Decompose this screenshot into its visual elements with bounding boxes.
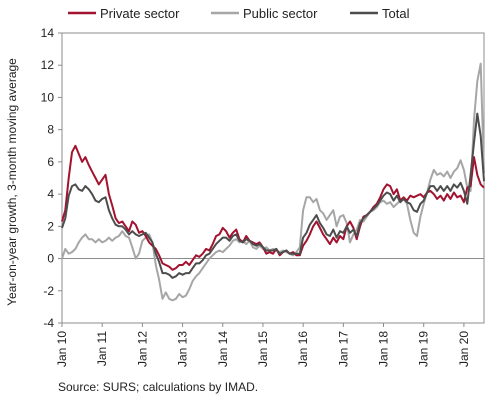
- x-tick-label: Jan 18: [377, 331, 391, 367]
- y-tick-label: 10: [41, 90, 55, 104]
- y-tick-label: 12: [41, 58, 55, 72]
- source-note: Source: SURS; calculations by IMAD.: [58, 380, 259, 394]
- x-tick-label: Jan 13: [176, 331, 190, 367]
- y-tick-label: 14: [41, 26, 55, 40]
- series-line-total: [61, 112, 485, 279]
- y-tick-label: -2: [43, 284, 54, 298]
- y-tick-label: -4: [43, 316, 54, 330]
- legend-label-total: Total: [382, 6, 410, 21]
- x-tick-label: Jan 10: [55, 331, 69, 367]
- plot-area: -4 -2 0 2 4 6 8 10 12 14 Jan 10 Jan 11 Jan 12 Jan 13 J…: [41, 26, 485, 367]
- y-tick-label: 8: [47, 123, 54, 137]
- x-tick-label: Jan 16: [296, 331, 310, 367]
- x-tick-label: Jan 14: [216, 331, 230, 367]
- y-tick-label: 4: [47, 187, 54, 201]
- y-tick-label: 2: [47, 219, 54, 233]
- x-tick-label: Jan 12: [135, 331, 149, 367]
- legend-label-private: Private sector: [100, 6, 180, 21]
- plot-frame: [61, 32, 485, 324]
- series-line-public-sector: [61, 62, 485, 302]
- x-tick-label: Jan 15: [256, 331, 270, 367]
- x-tick-label: Jan 11: [95, 331, 109, 366]
- x-tick-label: Jan 17: [336, 331, 350, 367]
- legend-label-public: Public sector: [243, 6, 318, 21]
- x-tick-label: Jan 19: [417, 331, 431, 367]
- y-axis-title: Year-on-year growth, 3-month moving aver…: [5, 58, 19, 306]
- legend: Private sector Public sector Total: [68, 6, 410, 21]
- y-tick-label: 6: [47, 155, 54, 169]
- y-tick-label: 0: [47, 252, 54, 266]
- x-tick-label: Jan 20: [457, 331, 471, 367]
- series-line-private-sector: [61, 144, 485, 271]
